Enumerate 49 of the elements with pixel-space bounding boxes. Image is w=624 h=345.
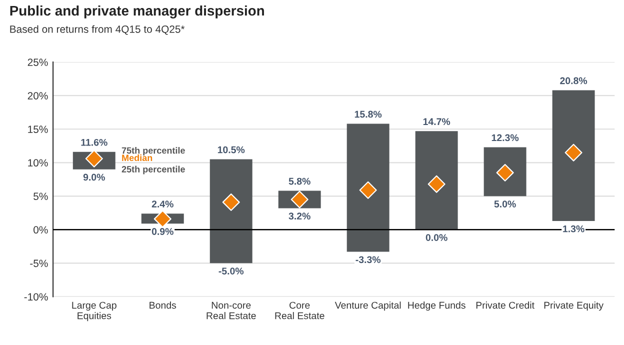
annotation: 3.2%	[288, 212, 310, 220]
y-tick-label: -10%	[24, 293, 48, 301]
bar	[346, 124, 390, 252]
text: Median	[122, 154, 152, 162]
chart-subtitle: Based on returns from 4Q15 to 4Q25*	[10, 25, 185, 35]
point	[428, 175, 446, 193]
x-tick-label: Hedge Funds	[408, 302, 466, 311]
point	[154, 210, 172, 228]
bar	[210, 159, 252, 264]
y-tick-label: 25%	[28, 58, 48, 66]
annotation: 1.3%	[563, 225, 584, 232]
x-tick-label: Core Real Estate	[275, 302, 324, 320]
annotation: 11.6%	[81, 138, 108, 146]
annotation: 2.4%	[152, 200, 174, 208]
chart-title: Public and private manager dispersion	[10, 5, 264, 18]
point	[85, 150, 103, 168]
point	[564, 144, 582, 162]
y-tick-label: 5%	[34, 192, 48, 200]
annotation: 15.8%	[354, 110, 382, 118]
annotation: -5.0%	[218, 268, 244, 274]
annotation: 20.8%	[560, 77, 588, 84]
y-tick-label: -5%	[30, 260, 48, 268]
point	[290, 190, 308, 208]
y-tick-label: 15%	[28, 126, 48, 134]
annotation: 5.8%	[288, 178, 310, 185]
x-tick-label: Private Credit	[476, 302, 534, 309]
annotation: 25th percentile	[122, 166, 185, 174]
annotation: 5.0%	[494, 200, 516, 208]
bar	[484, 147, 526, 196]
annotation: 12.3%	[492, 134, 519, 142]
annotation: 14.7%	[423, 118, 450, 126]
annotation: 0.9%	[152, 228, 174, 235]
y-tick-label: 0%	[34, 226, 48, 234]
x-tick-label: Venture Capital	[334, 302, 401, 311]
y-tick-label: 20%	[28, 92, 48, 100]
annotation: 9.0%	[83, 174, 105, 181]
bar	[415, 131, 458, 230]
x-tick-label: Private Equity	[544, 302, 604, 311]
x-tick-label: Large Cap Equities	[72, 302, 116, 322]
annotation: 0.0%	[426, 234, 448, 241]
bar	[552, 90, 595, 221]
annotation: 75th percentile	[122, 147, 185, 156]
point	[222, 193, 240, 211]
x-tick-label: Bonds	[150, 302, 176, 309]
annotation: 10.5%	[218, 146, 245, 154]
point	[359, 181, 377, 199]
annotation: -3.3%	[356, 256, 381, 264]
x-tick-label: Non-core Real Estate	[206, 302, 256, 320]
y-tick-label: 10%	[28, 159, 48, 167]
